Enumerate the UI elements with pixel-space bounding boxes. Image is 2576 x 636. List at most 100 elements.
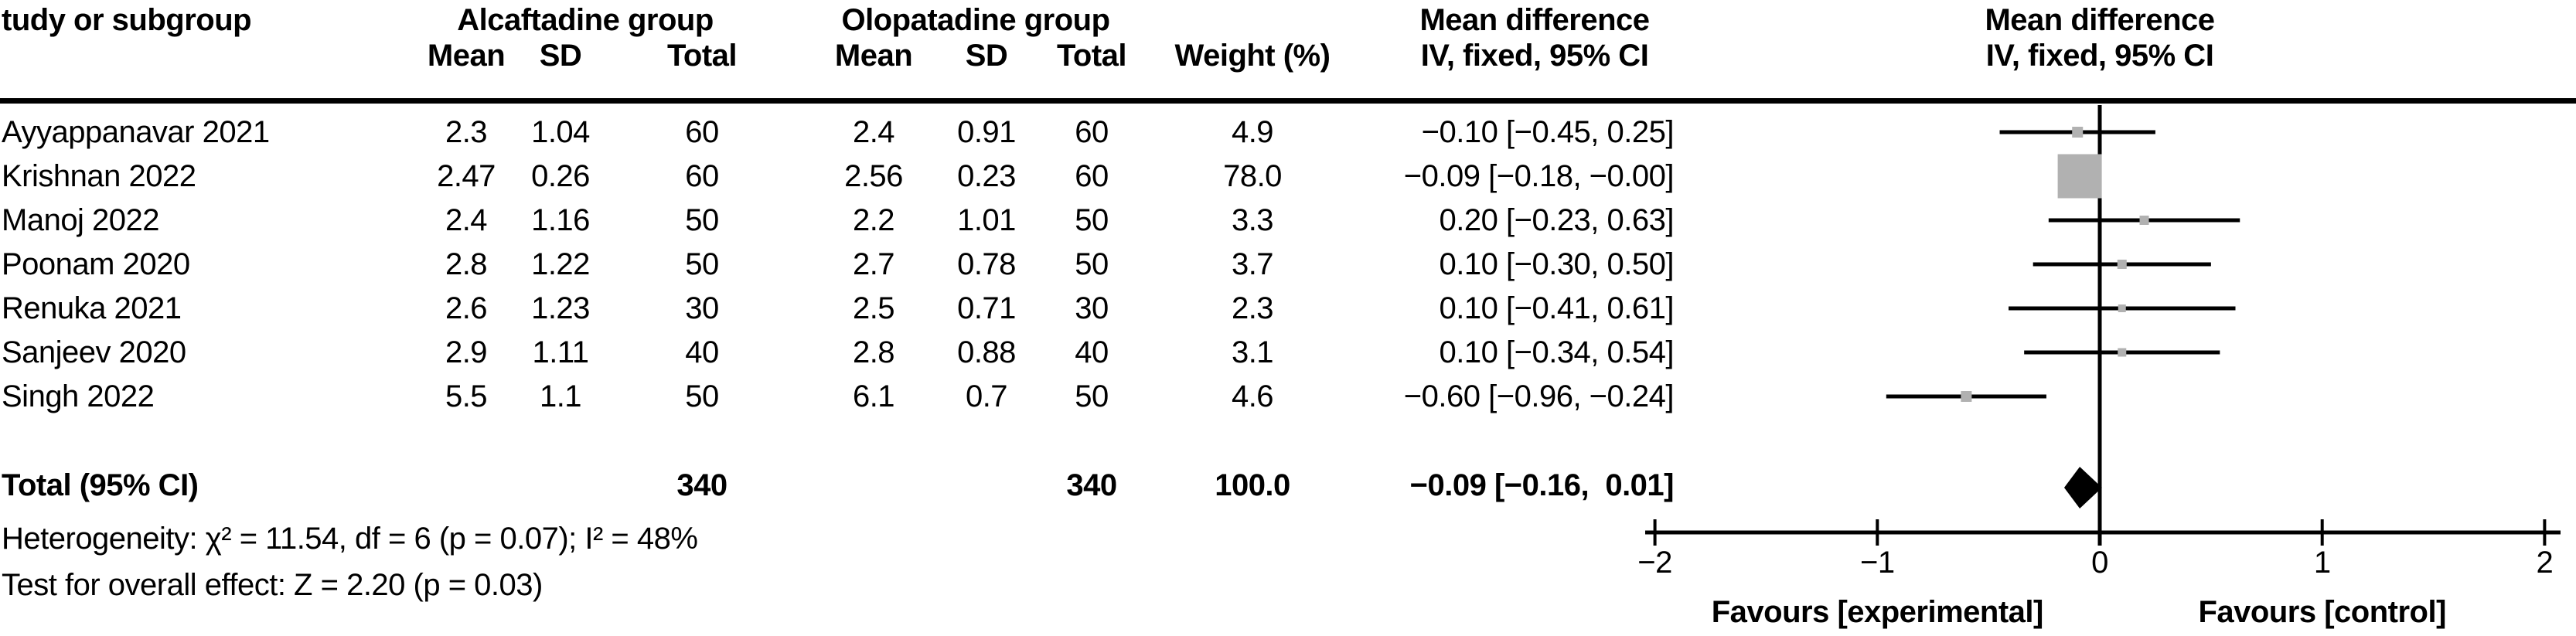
total-row-label: Total (95% CI) <box>2 468 199 502</box>
alcaftadine-sd: 1.23 <box>531 291 590 325</box>
column-header-group1: Alcaftadine group <box>457 3 714 37</box>
md-ci-value: −0.60 [−0.96, −0.24] <box>1403 379 1675 413</box>
weight-value: 3.1 <box>1231 335 1274 369</box>
alcaftadine-sd: 1.1 <box>539 379 582 413</box>
axis-tick-label: 1 <box>2314 546 2331 580</box>
olopatadine-sd: 1.01 <box>957 203 1016 237</box>
study-name: Ayyappanavar 2021 <box>2 115 270 149</box>
total-md: −0.09 [−0.16, 0.01] <box>1409 468 1675 502</box>
alcaftadine-total: 50 <box>685 247 719 281</box>
weight-value: 3.7 <box>1231 247 1274 281</box>
olopatadine-total: 50 <box>1075 379 1109 413</box>
olopatadine-mean: 6.1 <box>852 379 895 413</box>
olopatadine-total: 60 <box>1075 159 1109 193</box>
total-weight: 100.0 <box>1215 468 1290 502</box>
olopatadine-sd: 0.23 <box>957 159 1016 193</box>
alcaftadine-total: 60 <box>685 115 719 149</box>
md-ci-value: 0.20 [−0.23, 0.63] <box>1439 203 1675 237</box>
study-weight-square <box>2117 260 2127 269</box>
olopatadine-mean: 2.4 <box>852 115 895 149</box>
alcaftadine-mean: 2.6 <box>445 291 488 325</box>
study-weight-square <box>2057 154 2102 199</box>
olopatadine-sd: 0.88 <box>957 335 1016 369</box>
alcaftadine-total: 60 <box>685 159 719 193</box>
study-name: Singh 2022 <box>2 379 155 413</box>
plot-header-md-sub: IV, fixed, 95% CI <box>1985 39 2214 73</box>
alcaftadine-sd: 1.04 <box>531 115 590 149</box>
weight-value: 78.0 <box>1223 159 1282 193</box>
alcaftadine-mean: 5.5 <box>445 379 488 413</box>
olopatadine-mean: 2.7 <box>852 247 895 281</box>
alcaftadine-total: 30 <box>685 291 719 325</box>
olopatadine-total: 30 <box>1075 291 1109 325</box>
study-name: Krishnan 2022 <box>2 159 196 193</box>
column-header-md-title: Mean difference <box>1419 3 1650 37</box>
alcaftadine-sd: 1.16 <box>531 203 590 237</box>
weight-value: 4.9 <box>1231 115 1274 149</box>
overall-effect-text: Test for overall effect: Z = 2.20 (p = 0… <box>2 568 543 602</box>
plot-header-md-title: Mean difference <box>1985 3 2215 37</box>
weight-value: 2.3 <box>1231 291 1274 325</box>
olopatadine-mean: 2.5 <box>852 291 895 325</box>
md-ci-value: 0.10 [−0.41, 0.61] <box>1439 291 1675 325</box>
total-n1: 340 <box>676 468 727 502</box>
study-weight-square <box>2072 127 2084 138</box>
alcaftadine-mean: 2.8 <box>445 247 488 281</box>
olopatadine-total: 40 <box>1075 335 1109 369</box>
axis-tick-label: 2 <box>2537 546 2554 580</box>
md-ci-value: 0.10 [−0.34, 0.54] <box>1439 335 1675 369</box>
column-header-sd-1: SD <box>539 39 582 73</box>
column-header-weight: Weight (%) <box>1174 39 1331 73</box>
column-header-group2: Olopatadine group <box>841 3 1110 37</box>
study-weight-square <box>1961 391 1972 402</box>
alcaftadine-total: 50 <box>685 379 719 413</box>
study-name: Sanjeev 2020 <box>2 335 186 369</box>
column-header-mean-1: Mean <box>427 39 506 73</box>
olopatadine-total: 50 <box>1075 203 1109 237</box>
total-n2: 340 <box>1066 468 1117 502</box>
alcaftadine-mean: 2.9 <box>445 335 488 369</box>
column-header-mean-2: Mean <box>834 39 913 73</box>
favours-experimental-label: Favours [experimental] <box>1712 595 2043 629</box>
md-ci-value: 0.10 [−0.30, 0.50] <box>1439 247 1675 281</box>
olopatadine-sd: 0.91 <box>957 115 1016 149</box>
olopatadine-mean: 2.56 <box>844 159 903 193</box>
axis-tick-label: −2 <box>1637 546 1672 580</box>
study-name: Manoj 2022 <box>2 203 160 237</box>
favours-control-label: Favours [control] <box>2198 595 2445 629</box>
alcaftadine-sd: 1.11 <box>532 335 589 369</box>
alcaftadine-total: 50 <box>685 203 719 237</box>
weight-value: 4.6 <box>1231 379 1274 413</box>
study-name: Poonam 2020 <box>2 247 190 281</box>
md-ci-value: −0.09 [−0.18, −0.00] <box>1403 159 1675 193</box>
alcaftadine-sd: 0.26 <box>531 159 590 193</box>
olopatadine-mean: 2.8 <box>852 335 895 369</box>
summary-diamond <box>2063 467 2102 508</box>
study-weight-square <box>2118 304 2126 312</box>
header-divider-rule <box>0 98 2576 104</box>
alcaftadine-sd: 1.22 <box>531 247 590 281</box>
alcaftadine-mean: 2.3 <box>445 115 488 149</box>
alcaftadine-mean: 2.4 <box>445 203 488 237</box>
study-name: Renuka 2021 <box>2 291 182 325</box>
axis-tick-label: 0 <box>2091 546 2108 580</box>
alcaftadine-total: 40 <box>685 335 719 369</box>
axis-tick-label: −1 <box>1860 546 1895 580</box>
olopatadine-sd: 0.7 <box>965 379 1008 413</box>
olopatadine-sd: 0.71 <box>957 291 1016 325</box>
olopatadine-sd: 0.78 <box>957 247 1016 281</box>
column-header-study: tudy or subgroup <box>2 3 252 37</box>
study-weight-square <box>2118 348 2127 357</box>
alcaftadine-mean: 2.47 <box>437 159 496 193</box>
column-header-sd-2: SD <box>965 39 1008 73</box>
study-weight-square <box>2139 216 2149 225</box>
olopatadine-total: 50 <box>1075 247 1109 281</box>
weight-value: 3.3 <box>1231 203 1274 237</box>
md-ci-value: −0.10 [−0.45, 0.25] <box>1421 115 1675 149</box>
column-header-total-2: Total <box>1056 39 1127 73</box>
column-header-total-1: Total <box>666 39 738 73</box>
heterogeneity-text: Heterogeneity: χ² = 11.54, df = 6 (p = 0… <box>2 522 698 556</box>
column-header-md-sub: IV, fixed, 95% CI <box>1420 39 1649 73</box>
